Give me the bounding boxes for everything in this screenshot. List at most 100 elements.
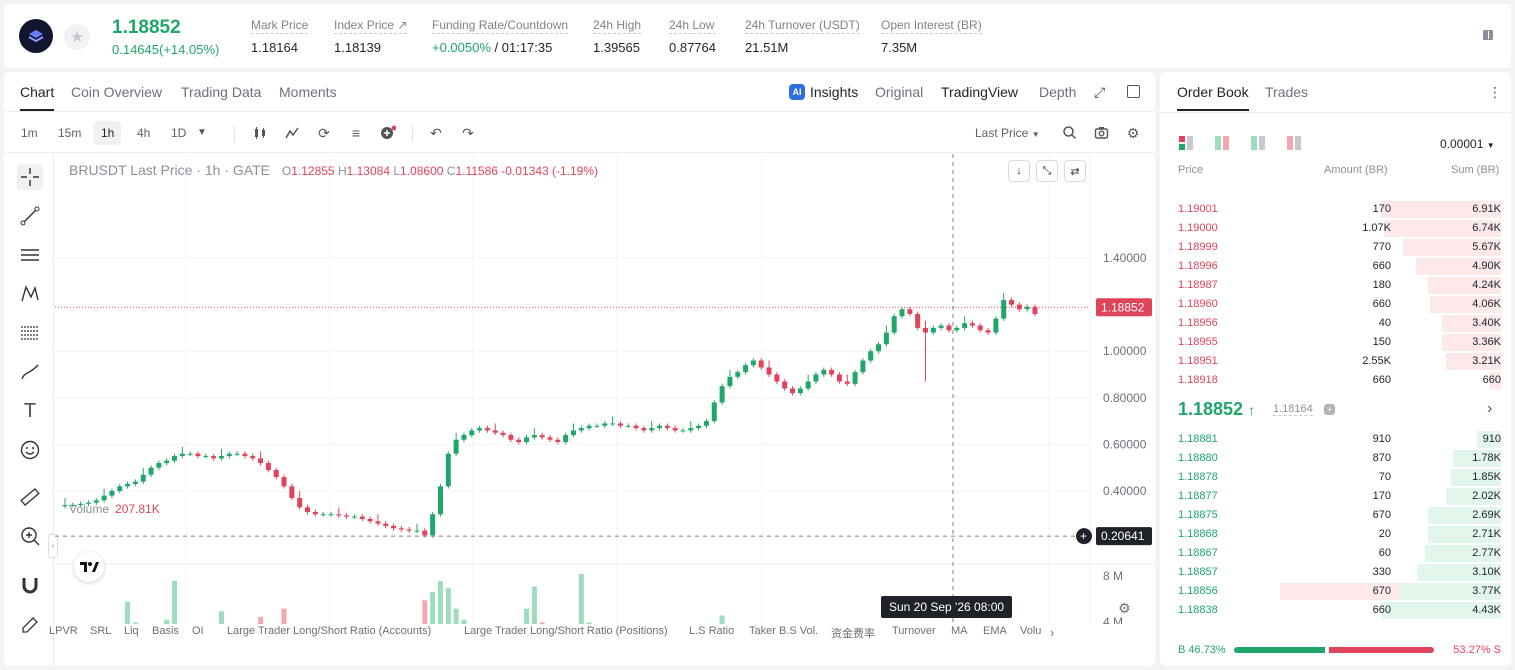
collapse-icon[interactable]: ⤡ xyxy=(1036,160,1058,182)
bid-row[interactable]: 1.18867 60 2.77K xyxy=(1160,544,1511,563)
tab-trades[interactable]: Trades xyxy=(1265,84,1309,100)
indicator-turnover[interactable]: Turnover xyxy=(892,625,936,637)
ticker-header: ★ 1.18852 0.14645(+14.05%) Mark Price 1.… xyxy=(4,4,1511,68)
crosshair-tool-icon[interactable] xyxy=(17,164,43,190)
ask-row[interactable]: 1.19001 170 6.91K xyxy=(1160,200,1511,219)
price-source-select[interactable]: Last Price ▼ xyxy=(975,126,1040,140)
timeframe-1m[interactable]: 1m xyxy=(21,126,38,140)
view-both-icon[interactable] xyxy=(1178,135,1194,156)
pattern-tool-icon[interactable] xyxy=(17,281,43,307)
collapse-toolbar-icon[interactable]: ‹ xyxy=(48,534,58,558)
candle-body xyxy=(610,423,616,425)
bid-row[interactable]: 1.18868 20 2.71K xyxy=(1160,525,1511,544)
bid-row[interactable]: 1.18878 70 1.85K xyxy=(1160,468,1511,487)
tab-coin-overview[interactable]: Coin Overview xyxy=(71,84,163,100)
ai-insights-icon[interactable]: AI xyxy=(789,84,805,100)
bid-row[interactable]: 1.18857 330 3.10K xyxy=(1160,563,1511,582)
replay-icon[interactable]: ⟳ xyxy=(318,125,330,141)
redo-icon[interactable]: ↷ xyxy=(462,125,474,141)
timeframe-15m[interactable]: 15m xyxy=(58,126,82,140)
fib-tool-icon[interactable] xyxy=(17,320,43,346)
indicator-basis[interactable]: Basis xyxy=(152,625,179,637)
favorite-star-icon[interactable]: ★ xyxy=(64,24,90,50)
ruler-tool-icon[interactable] xyxy=(17,484,43,510)
scroll-down-icon[interactable]: ↓ xyxy=(1008,160,1030,182)
zoom-in-tool-icon[interactable] xyxy=(17,523,43,549)
indicator-lpvr[interactable]: LPVR xyxy=(49,625,78,637)
text-tool-icon[interactable]: T xyxy=(23,399,37,422)
more-options-icon[interactable]: ⋮ xyxy=(1488,84,1502,100)
brush-tool-icon[interactable] xyxy=(17,359,43,385)
candle-type-icon[interactable] xyxy=(252,125,268,141)
indicator-large-trader-positions[interactable]: Large Trader Long/Short Ratio (Positions… xyxy=(464,625,668,637)
indicator-oi[interactable]: OI xyxy=(192,625,204,637)
view-asks-icon[interactable] xyxy=(1286,135,1302,156)
indicator-ls-ratio[interactable]: L.S Ratio xyxy=(689,625,735,637)
tab-depth[interactable]: Depth xyxy=(1039,84,1077,100)
indicator-large-trader-accounts[interactable]: Large Trader Long/Short Ratio (Accounts) xyxy=(227,625,432,637)
chart-settings-icon[interactable]: ⚙ xyxy=(1118,600,1131,616)
candle-body xyxy=(430,514,436,536)
camera-icon[interactable] xyxy=(1093,125,1109,141)
ask-row[interactable]: 1.18999 770 5.67K xyxy=(1160,238,1511,257)
stat-index-price[interactable]: Index Price ↗ 1.18139 xyxy=(334,18,408,55)
bid-row[interactable]: 1.18875 670 2.69K xyxy=(1160,506,1511,525)
ask-row[interactable]: 1.18956 40 3.40K xyxy=(1160,314,1511,333)
ask-row[interactable]: 1.18955 150 3.36K xyxy=(1160,333,1511,352)
magnet-tool-icon[interactable] xyxy=(17,572,43,598)
indicator-ma[interactable]: MA xyxy=(951,625,968,637)
candle-body xyxy=(617,423,623,426)
bid-row[interactable]: 1.18877 170 2.02K xyxy=(1160,487,1511,506)
tab-insights[interactable]: Insights xyxy=(810,84,859,100)
tab-tradingview[interactable]: TradingView xyxy=(941,84,1019,100)
horizontal-lines-tool-icon[interactable] xyxy=(17,242,43,268)
pencil-lock-tool-icon[interactable] xyxy=(17,612,43,638)
timeframe-1d[interactable]: 1D xyxy=(171,126,187,140)
precision-select[interactable]: 0.00001 ▼ xyxy=(1440,137,1495,151)
window-icon[interactable] xyxy=(1127,85,1140,98)
tab-chart[interactable]: Chart xyxy=(20,84,55,111)
indicator-taker-bs-vol[interactable]: Taker B.S Vol. xyxy=(749,625,819,637)
timeframe-4h[interactable]: 4h xyxy=(137,126,151,140)
indicator-next-icon[interactable]: › xyxy=(1050,625,1055,640)
toggle-icon[interactable]: ⇄ xyxy=(1064,160,1086,182)
chevron-right-icon[interactable]: › xyxy=(1487,400,1493,417)
candlestick-chart[interactable]: 1.400001.200001.000000.800000.600000.400… xyxy=(55,154,1155,624)
ask-row[interactable]: 1.18951 2.55K 3.21K xyxy=(1160,352,1511,371)
view-bids-asks-icon[interactable] xyxy=(1214,135,1230,156)
add-indicator-icon[interactable] xyxy=(380,125,397,141)
indicator-liq[interactable]: Liq xyxy=(124,625,139,637)
ask-row[interactable]: 1.19000 1.07K 6.74K xyxy=(1160,219,1511,238)
ask-row[interactable]: 1.18918 660 660 xyxy=(1160,371,1511,390)
ask-row[interactable]: 1.18960 660 4.06K xyxy=(1160,295,1511,314)
timeframe-dropdown-icon[interactable]: ▼ xyxy=(197,127,207,138)
book-icon[interactable] xyxy=(1481,28,1495,42)
ask-row[interactable]: 1.18987 180 4.24K xyxy=(1160,276,1511,295)
expand-icon[interactable]: ⤢ xyxy=(1094,84,1106,100)
tab-moments[interactable]: Moments xyxy=(279,84,337,100)
indicators-icon[interactable] xyxy=(284,125,300,141)
bid-row[interactable]: 1.18838 660 4.43K xyxy=(1160,601,1511,620)
settings-gear-icon[interactable]: ⚙ xyxy=(1126,125,1140,141)
tradingview-logo-icon[interactable] xyxy=(74,552,104,582)
chart-toolbar: 1m 15m 1h 4h 1D ▼ ⟳ ≡ ↶ ↷ Last Price ▼ ⚙ xyxy=(4,113,1155,153)
indicator-ema[interactable]: EMA xyxy=(983,625,1007,637)
indicator-volume[interactable]: Volu xyxy=(1020,625,1042,637)
undo-icon[interactable]: ↶ xyxy=(430,125,442,141)
tab-original[interactable]: Original xyxy=(875,84,924,100)
search-icon[interactable] xyxy=(1061,125,1077,141)
bid-row[interactable]: 1.18856 670 3.77K xyxy=(1160,582,1511,601)
emoji-tool-icon[interactable] xyxy=(17,437,43,463)
view-bids-icon[interactable] xyxy=(1250,135,1266,156)
indicator-funding-rate[interactable]: 资金费率 xyxy=(831,628,875,640)
tab-order-book[interactable]: Order Book xyxy=(1177,84,1249,111)
candle-body xyxy=(179,453,185,457)
trend-line-tool-icon[interactable] xyxy=(17,203,43,229)
bid-row[interactable]: 1.18881 910 910 xyxy=(1160,430,1511,449)
bid-row[interactable]: 1.18880 870 1.78K xyxy=(1160,449,1511,468)
templates-icon[interactable]: ≡ xyxy=(351,125,361,141)
indicator-srl[interactable]: SRL xyxy=(90,625,112,637)
ask-row[interactable]: 1.18996 660 4.90K xyxy=(1160,257,1511,276)
timeframe-1h[interactable]: 1h xyxy=(94,121,122,145)
tab-trading-data[interactable]: Trading Data xyxy=(181,84,262,100)
